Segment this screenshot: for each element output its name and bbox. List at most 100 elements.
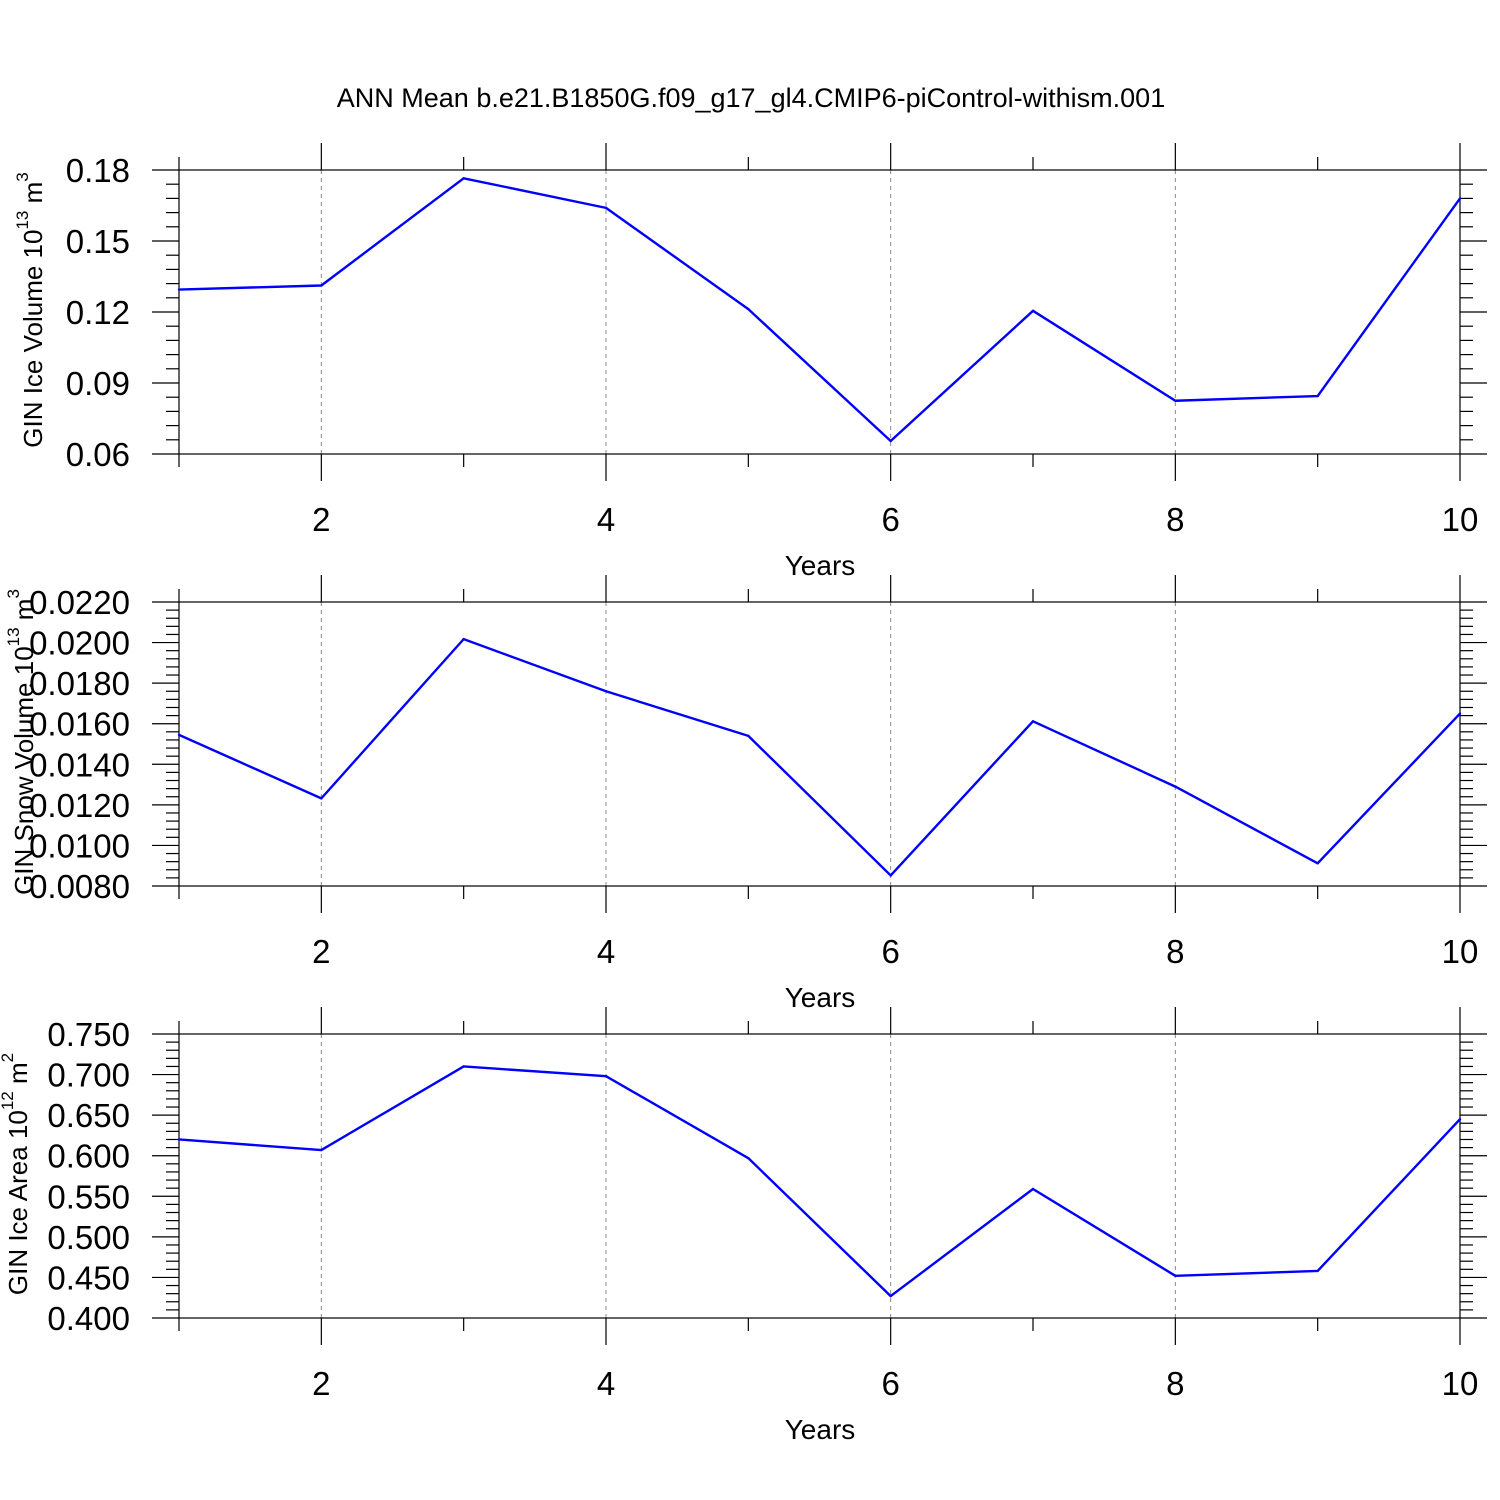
y-tick-label: 0.06 — [66, 436, 130, 473]
data-point — [1316, 862, 1319, 865]
y-ticks — [152, 601, 1487, 887]
y-tick-label: 0.0080 — [29, 868, 130, 905]
y-axis-label-text: GIN Ice Volume 10 — [18, 230, 48, 448]
y-tick-label: 0.400 — [47, 1300, 130, 1337]
y-axis-label: GIN Ice Area 1012 m2 — [0, 1053, 33, 1295]
series — [177, 637, 1462, 877]
y-axis-label-unit: m — [9, 599, 39, 628]
x-ticks — [178, 1007, 1461, 1345]
data-point — [177, 288, 181, 291]
data-point — [889, 874, 892, 877]
grid-lines — [320, 602, 1176, 886]
plot-frame — [178, 169, 1461, 455]
y-axis-label-exponent: 13 — [13, 211, 32, 230]
figure-title: ANN Mean b.e21.B1850G.f09_g17_gl4.CMIP6-… — [337, 83, 1165, 113]
data-point — [462, 1065, 465, 1068]
x-tick-label: 10 — [1442, 1365, 1479, 1402]
data-point — [320, 284, 323, 287]
series-line — [178, 177, 1461, 443]
grid-lines — [320, 170, 1176, 454]
y-tick-label: 0.0140 — [29, 746, 130, 783]
data-point — [1031, 309, 1035, 313]
y-tick-label: 0.650 — [47, 1097, 130, 1134]
data-point — [604, 1074, 608, 1078]
data-point — [747, 307, 750, 311]
plot-frame — [178, 601, 1461, 887]
data-point — [604, 690, 608, 693]
x-tick-label: 2 — [312, 501, 330, 538]
y-axis-label: GIN Ice Volume 1013 m3 — [13, 172, 49, 448]
panels: 0.06 0.09 0.12 0.15 0.18 2 4 6 8 10 Years GIN Ice V… — [0, 143, 1487, 1445]
x-tick-label: 6 — [881, 1365, 899, 1402]
data-point — [747, 734, 750, 738]
data-point — [1174, 1274, 1177, 1278]
y-tick-label: 0.750 — [47, 1016, 130, 1053]
data-point — [1174, 399, 1177, 402]
x-axis-label: Years — [785, 1414, 856, 1445]
x-axis-label: Years — [785, 550, 856, 581]
y-axis-label-unit: m — [18, 182, 48, 211]
x-tick-label: 8 — [1166, 1365, 1184, 1402]
data-point — [889, 1294, 892, 1298]
data-point — [462, 177, 465, 180]
x-ticks — [178, 143, 1461, 481]
y-tick-label: 0.700 — [47, 1057, 130, 1094]
x-tick-label: 10 — [1442, 501, 1479, 538]
y-axis-label-exponent: 12 — [0, 1091, 17, 1110]
y-axis-label-unit: m — [3, 1062, 33, 1091]
y-tick-label: 0.500 — [47, 1219, 130, 1256]
y-axis-label-unit-exponent: 3 — [13, 172, 32, 181]
x-ticks — [178, 575, 1461, 913]
data-point — [1031, 1187, 1035, 1191]
plot-frame — [178, 1033, 1461, 1319]
data-point — [462, 637, 465, 641]
y-tick-label: 0.0160 — [29, 706, 130, 743]
x-tick-label: 4 — [597, 501, 615, 538]
series-line — [178, 1065, 1461, 1298]
x-tick-label: 2 — [312, 933, 330, 970]
data-point — [747, 1156, 750, 1160]
y-axis-label-unit-exponent: 2 — [0, 1053, 17, 1062]
chart-panel-2: 0.00800.01000.01200.01400.01600.01800.02… — [4, 575, 1487, 1013]
data-point — [320, 1148, 323, 1152]
y-axis-label-text: GIN Snow Volume 10 — [9, 646, 39, 895]
data-point — [1316, 394, 1319, 398]
y-axis-label: GIN Snow Volume 1013 m3 — [4, 589, 40, 895]
y-tick-label: 0.18 — [66, 152, 130, 189]
y-ticks — [152, 169, 1487, 455]
y-tick-label: 0.15 — [66, 223, 130, 260]
y-tick-labels: 0.00800.01000.01200.01400.01600.01800.02… — [29, 584, 130, 905]
x-tick-label: 4 — [597, 933, 615, 970]
series-line — [178, 637, 1461, 877]
y-axis-label-exponent: 13 — [4, 627, 23, 646]
y-tick-label: 0.0220 — [29, 584, 130, 621]
x-tick-labels: 2 4 6 8 10 — [312, 933, 1478, 970]
y-axis-label-text: GIN Ice Area 10 — [3, 1110, 33, 1295]
x-tick-labels: 2 4 6 8 10 — [312, 1365, 1478, 1402]
y-tick-label: 0.0180 — [29, 665, 130, 702]
x-tick-label: 4 — [597, 1365, 615, 1402]
y-tick-label: 0.09 — [66, 365, 130, 402]
data-point — [604, 206, 608, 210]
y-tick-label: 0.600 — [47, 1138, 130, 1175]
x-tick-label: 8 — [1166, 501, 1184, 538]
data-point — [1031, 720, 1035, 723]
data-point — [1174, 785, 1177, 788]
series — [177, 177, 1462, 443]
y-ticks — [152, 1033, 1487, 1319]
x-tick-label: 6 — [881, 933, 899, 970]
series — [177, 1065, 1462, 1298]
grid-lines — [320, 1034, 1176, 1318]
y-tick-label: 0.0100 — [29, 827, 130, 864]
y-tick-label: 0.450 — [47, 1259, 130, 1296]
x-tick-label: 2 — [312, 1365, 330, 1402]
y-tick-label: 0.0200 — [29, 625, 130, 662]
data-point — [177, 1138, 181, 1141]
data-point — [1458, 712, 1462, 715]
y-tick-label: 0.12 — [66, 294, 130, 331]
data-point — [1458, 1118, 1462, 1121]
y-tick-label: 0.550 — [47, 1178, 130, 1215]
